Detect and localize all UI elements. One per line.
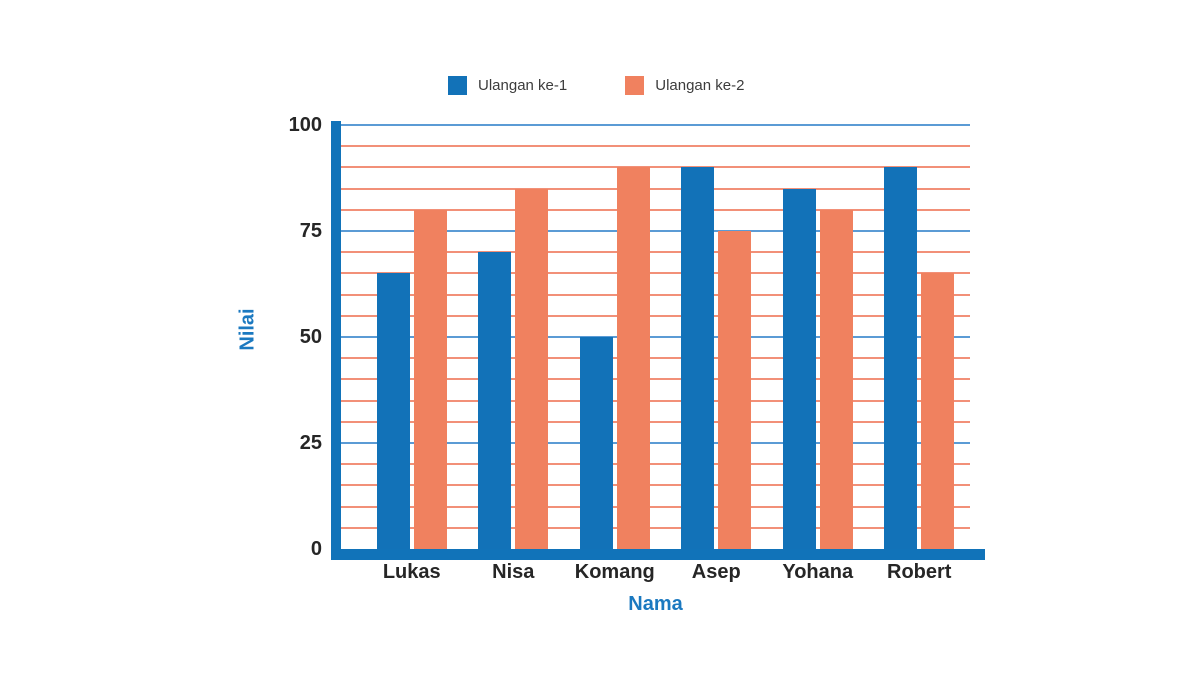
legend-label: Ulangan ke-2 <box>655 77 745 94</box>
gridline-10 <box>341 505 970 508</box>
gridline-70 <box>341 251 970 254</box>
bar-group-yohana <box>782 125 853 549</box>
bar-ulangan-ke-2-asep <box>718 231 752 549</box>
gridline-50 <box>341 336 970 338</box>
gridline-60 <box>341 293 970 296</box>
y-tick-75: 75 <box>299 220 322 242</box>
gridline-45 <box>341 357 970 360</box>
gridline-85 <box>341 187 970 190</box>
bars-layer <box>341 125 970 549</box>
bar-group-nisa <box>478 125 549 549</box>
bar-ulangan-ke-1-nisa <box>478 252 512 549</box>
legend-swatch-series1 <box>448 76 467 95</box>
x-label-komang: Komang <box>574 561 655 583</box>
gridline-15 <box>341 484 970 487</box>
gridline-75 <box>341 230 970 232</box>
gridline-5 <box>341 526 970 529</box>
y-tick-0: 0 <box>310 538 322 560</box>
bar-ulangan-ke-2-yohana <box>819 209 853 549</box>
y-axis-title: Nilai <box>236 308 259 351</box>
x-label-asep: Asep <box>691 561 741 583</box>
bar-ulangan-ke-1-asep <box>681 167 715 549</box>
bar-ulangan-ke-1-lukas <box>376 273 410 549</box>
legend-label: Ulangan ke-1 <box>478 77 568 94</box>
gridline-55 <box>341 314 970 317</box>
gridline-20 <box>341 463 970 466</box>
legend-item-ulangan-ke-2: Ulangan ke-2 <box>625 76 744 95</box>
x-axis-line <box>331 549 985 560</box>
legend-swatch-series2 <box>625 76 645 95</box>
y-tick-100: 100 <box>288 114 322 136</box>
bar-ulangan-ke-2-nisa <box>515 188 549 549</box>
x-label-robert: Robert <box>887 561 952 583</box>
legend: Ulangan ke-1 Ulangan ke-2 <box>448 76 744 95</box>
y-axis-line <box>331 121 341 560</box>
bar-group-lukas <box>376 125 447 549</box>
gridline-30 <box>341 420 970 423</box>
bar-ulangan-ke-2-lukas <box>413 209 447 549</box>
gridline-40 <box>341 378 970 381</box>
bar-ulangan-ke-2-robert <box>921 273 955 549</box>
bar-ulangan-ke-1-yohana <box>782 188 816 549</box>
x-label-lukas: Lukas <box>382 561 441 583</box>
gridline-80 <box>341 208 970 211</box>
gridline-25 <box>341 442 970 444</box>
bar-group-asep <box>681 125 752 549</box>
gridline-35 <box>341 399 970 402</box>
y-tick-25: 25 <box>299 432 322 454</box>
gridline-65 <box>341 272 970 275</box>
bar-ulangan-ke-1-robert <box>884 167 918 549</box>
gridline-95 <box>341 145 970 148</box>
gridline-90 <box>341 166 970 169</box>
bar-ulangan-ke-2-komang <box>616 167 650 549</box>
x-axis-title: Nama <box>628 593 683 615</box>
bar-group-robert <box>884 125 955 549</box>
bar-group-komang <box>579 125 650 549</box>
plot-area <box>341 124 970 549</box>
x-axis-category-labels: Lukas Nisa Komang Asep Yohana Robert <box>341 561 970 584</box>
bar-ulangan-ke-1-komang <box>579 337 613 549</box>
gridline-100 <box>341 124 970 126</box>
legend-item-ulangan-ke-1: Ulangan ke-1 <box>448 76 567 95</box>
x-label-yohana: Yohana <box>782 561 854 583</box>
y-tick-50: 50 <box>299 326 322 348</box>
x-label-nisa: Nisa <box>492 561 535 583</box>
